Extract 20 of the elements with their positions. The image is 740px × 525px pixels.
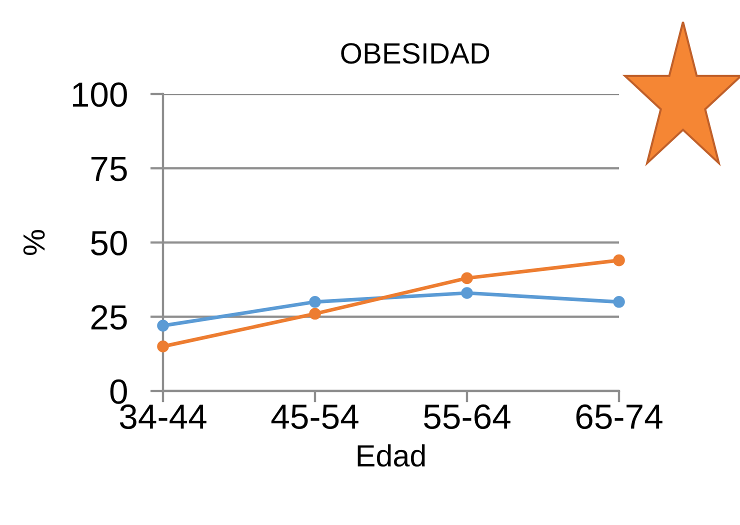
y-tick-label: 75 bbox=[91, 156, 127, 182]
x-axis-title: Edad bbox=[358, 444, 425, 467]
point bbox=[461, 287, 473, 299]
chart-title: OBESIDAD bbox=[341, 43, 490, 64]
x-tick-label: 55-64 bbox=[424, 404, 510, 430]
x-tick-label: 34-44 bbox=[120, 404, 206, 430]
x-tick-label: 45-54 bbox=[271, 404, 358, 430]
point bbox=[309, 296, 321, 308]
point bbox=[157, 340, 169, 352]
point bbox=[157, 320, 169, 332]
point bbox=[613, 296, 625, 308]
y-tick-label: 0 bbox=[110, 379, 127, 404]
point bbox=[461, 272, 473, 284]
point bbox=[309, 308, 321, 320]
y-tick-label: 50 bbox=[91, 230, 127, 256]
y-tick-label: 25 bbox=[91, 305, 127, 330]
point bbox=[613, 254, 625, 266]
y-axis-title: % bbox=[23, 230, 45, 255]
x-tick-label: 65-74 bbox=[576, 404, 662, 430]
y-tick-label: 100 bbox=[73, 82, 127, 107]
